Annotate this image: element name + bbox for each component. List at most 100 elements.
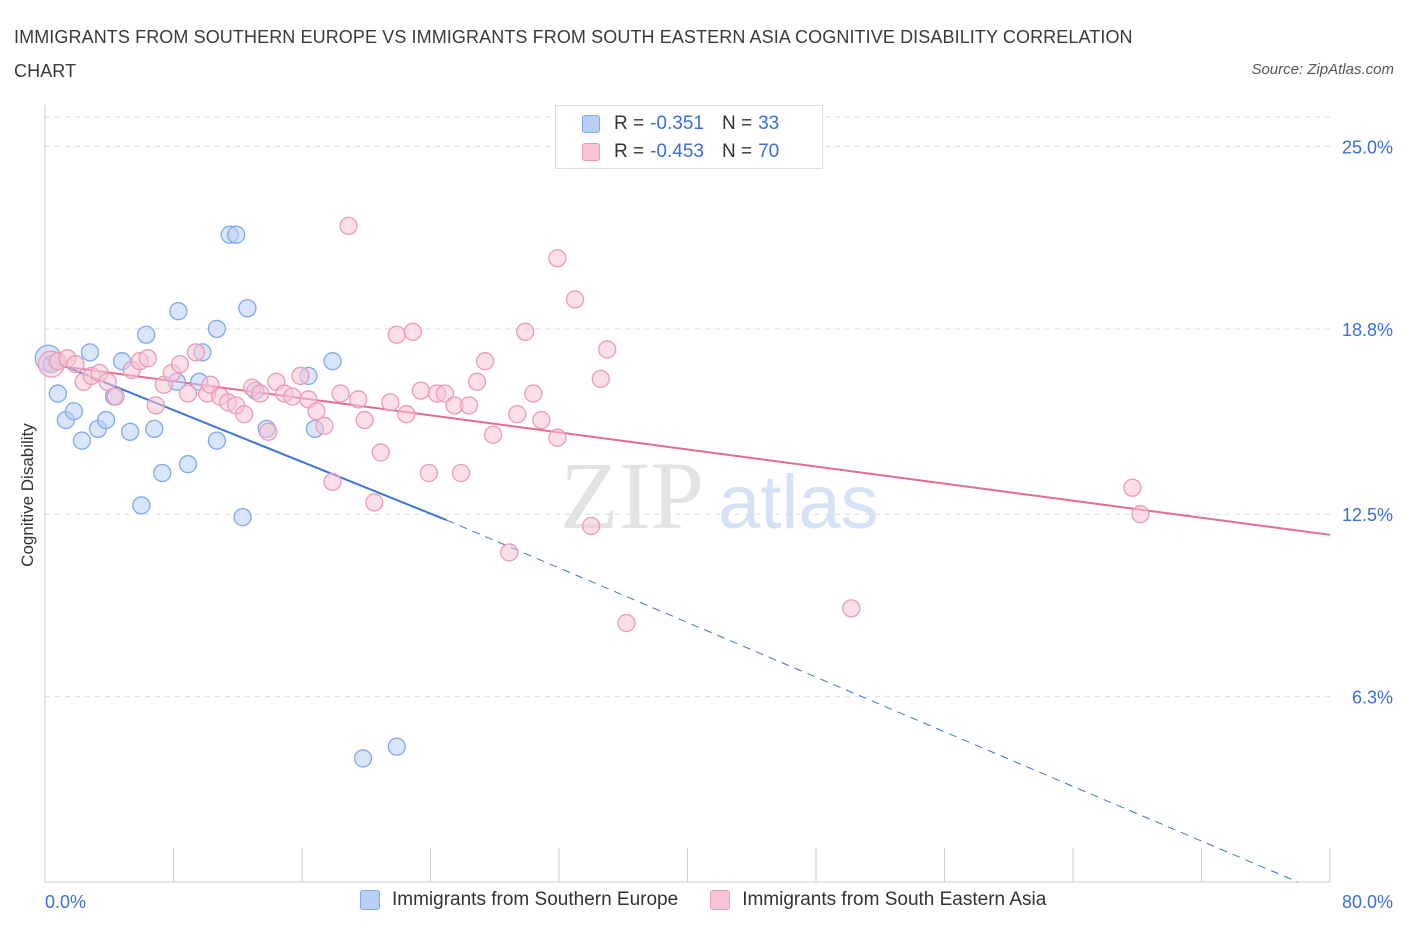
watermark-zip: ZIP [560,442,704,549]
point-south-eastern-asia [548,249,567,268]
point-south-eastern-asia [349,390,368,409]
point-southern-europe [226,225,246,244]
series-name: Immigrants from South Eastern Asia [742,889,1047,910]
point-south-eastern-asia [500,543,519,562]
point-south-eastern-asia [565,290,585,309]
legend-row-south-eastern-asia: R = -0.453 N = 70 [582,140,797,164]
point-southern-europe [137,325,156,344]
point-south-eastern-asia [66,355,85,374]
point-south-eastern-asia [483,425,503,444]
point-south-eastern-asia [508,405,527,424]
point-south-eastern-asia [355,410,374,430]
chart-title: IMMIGRANTS FROM SOUTHERN EUROPE VS IMMIG… [14,27,1133,81]
point-south-eastern-asia [251,384,270,403]
point-south-eastern-asia [98,372,117,391]
point-south-eastern-asia [403,322,422,341]
point-south-eastern-asia [435,384,455,403]
trend-line-southern-europe-extension [446,519,1299,883]
legend-r-label: R = [614,141,645,162]
series-legend: Immigrants from Southern Europe Immigran… [360,889,1078,911]
y-tick-label: 18.8% [1342,320,1393,340]
point-south-eastern-asia [397,405,416,424]
legend-n-label: N = [721,141,753,162]
y-tick-label: 25.0% [1342,137,1393,157]
series-legend-south-eastern-asia[interactable]: Immigrants from South Eastern Asia [710,889,1046,911]
point-southern-europe [238,299,257,318]
point-south-eastern-asia [201,375,220,394]
point-southern-europe [207,319,227,338]
point-south-eastern-asia [1123,478,1142,497]
y-tick-label: 12.5% [1342,505,1393,525]
legend-n-value: 33 [758,113,780,134]
point-southern-europe [120,422,140,441]
point-south-eastern-asia [259,422,278,441]
point-south-eastern-asia [524,384,543,403]
point-southern-europe [80,343,100,362]
legend-row-southern-europe: R = -0.351 N = 33 [582,112,797,136]
trend-lines [44,357,1331,883]
point-south-eastern-asia [365,493,384,512]
point-south-eastern-asia [315,416,334,436]
point-south-eastern-asia [170,355,190,374]
point-south-eastern-asia [411,381,431,400]
axes [44,105,1331,883]
tick-labels: 6.3% 12.5% 18.8% 25.0% 0.0% 80.0% [45,137,1393,912]
legend-swatch-pink [582,143,600,161]
legend-r-label: R = [614,113,645,134]
point-south-eastern-asia [381,393,400,412]
point-southern-europe [72,431,92,450]
legend-swatch-blue [360,890,380,910]
point-south-eastern-asia [475,352,495,371]
point-southern-europe [96,410,116,430]
point-south-eastern-asia [617,613,636,633]
legend-swatch-pink [710,890,731,910]
point-south-eastern-asia [591,369,610,389]
watermark-atlas: atlas [718,460,879,545]
point-south-eastern-asia [106,387,125,406]
point-south-eastern-asia [371,443,390,462]
x-tick-label: 0.0% [45,892,86,912]
source-label: Source: ZipAtlas.com [1251,61,1394,78]
point-south-eastern-asia [307,402,326,421]
point-southern-europe [353,749,373,768]
point-south-eastern-asia [323,472,342,491]
point-south-eastern-asia [1131,505,1150,524]
point-southern-europe [64,402,84,421]
data-points [34,216,1150,768]
point-south-eastern-asia [339,216,358,236]
correlation-legend: R = -0.351 N = 33 R = -0.453 N = 70 [555,105,823,169]
point-south-eastern-asia [842,599,861,618]
point-south-eastern-asia [532,410,551,430]
legend-n-value: 70 [758,141,780,162]
point-southern-europe [153,463,172,483]
point-southern-europe [323,352,342,371]
point-south-eastern-asia [138,349,157,368]
y-tick-label: 6.3% [1352,688,1393,708]
point-southern-europe [169,302,188,321]
legend-swatch-blue [582,115,600,133]
point-south-eastern-asia [283,387,302,406]
series-legend-southern-europe[interactable]: Immigrants from Southern Europe [360,889,678,911]
point-south-eastern-asia [581,516,601,536]
point-south-eastern-asia [419,463,439,483]
point-south-eastern-asia [598,340,617,359]
point-south-eastern-asia [387,325,406,344]
point-south-eastern-asia [451,463,471,483]
legend-r-value: -0.351 [650,113,704,134]
x-tick-label: 80.0% [1342,892,1393,912]
point-southern-europe [387,737,406,756]
point-southern-europe [178,455,198,474]
point-southern-europe [48,384,67,403]
point-south-eastern-asia [459,396,479,415]
point-south-eastern-asia [235,405,254,424]
point-southern-europe [207,431,227,450]
point-south-eastern-asia [186,343,206,362]
series-name: Immigrants from Southern Europe [392,889,679,910]
legend-r-value: -0.453 [650,141,704,162]
point-south-eastern-asia [548,428,567,447]
point-south-eastern-asia [291,366,310,386]
legend-n-label: N = [721,113,753,134]
point-south-eastern-asia [516,322,535,341]
point-south-eastern-asia [178,384,198,403]
